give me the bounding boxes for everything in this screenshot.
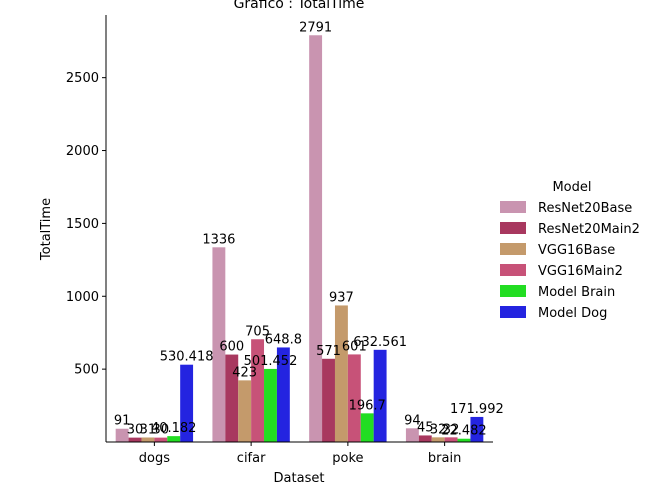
bar-poke-vgg16base xyxy=(334,305,348,442)
bar-cifar-model-brain xyxy=(264,368,277,442)
legend-swatch xyxy=(500,285,526,297)
legend-swatch xyxy=(500,306,526,318)
bar-dogs-model-dog xyxy=(180,364,194,442)
bar-value-label: 91 xyxy=(114,414,131,429)
bar-value-label: 40.182 xyxy=(151,421,197,436)
bar-poke-model-brain xyxy=(360,413,374,442)
y-tick-label: 2500 xyxy=(66,71,99,86)
bar-value-label: 632.561 xyxy=(353,335,407,350)
bar-value-label: 600 xyxy=(219,340,244,355)
bar-value-label: 31 xyxy=(140,422,157,437)
bar-value-label: 2791 xyxy=(299,20,332,35)
x-tick-label: poke xyxy=(332,451,363,466)
legend-entry-label: ResNet20Base xyxy=(538,201,632,216)
y-tick-label: 2000 xyxy=(66,144,99,159)
bar-value-label: 196.7 xyxy=(349,398,386,413)
bar-labels-layer: 91 1336 2791 94 30 600 571 45 31 423 937 32 30 705 601… xyxy=(114,20,504,438)
legend-entry-label: Model Brain xyxy=(538,285,615,300)
bar-value-label: 171.992 xyxy=(450,402,504,417)
bar-dogs-model-brain xyxy=(167,436,181,442)
x-axis-label: Dataset xyxy=(274,471,325,486)
bar-brain-resnet20main2 xyxy=(418,435,432,442)
legend-swatch xyxy=(500,201,526,213)
bar-brain-model-dog xyxy=(470,416,484,442)
bar-poke-resnet20main2 xyxy=(322,358,335,442)
legend-title: Model xyxy=(552,180,591,195)
x-tick-label: brain xyxy=(428,451,461,466)
bar-brain-vgg16main2 xyxy=(444,437,458,442)
bar-value-label: 1336 xyxy=(202,232,235,247)
legend: Model ResNet20Base ResNet20Main2 VGG16Base… xyxy=(500,180,640,321)
chart-title: Grafico : TotalTime xyxy=(234,0,365,12)
bar-value-label: 32 xyxy=(430,422,447,437)
bar-poke-resnet20base xyxy=(309,35,323,443)
bar-cifar-vgg16main2 xyxy=(251,339,265,442)
legend-entry-label: ResNet20Main2 xyxy=(538,222,640,237)
bars-layer xyxy=(115,35,484,443)
bar-cifar-model-dog xyxy=(276,347,290,442)
y-axis-label: TotalTime xyxy=(39,198,54,261)
bar-value-label: 501.452 xyxy=(244,354,298,369)
bar-poke-vgg16main2 xyxy=(347,354,361,442)
legend-entry-label: Model Dog xyxy=(538,306,607,321)
bar-brain-model-brain xyxy=(457,438,471,442)
bar-value-label: 705 xyxy=(245,324,270,339)
bar-value-label: 94 xyxy=(404,413,421,428)
bar-value-label: 45 xyxy=(417,420,434,435)
y-tick-label: 1500 xyxy=(66,217,99,232)
bar-cifar-resnet20base xyxy=(212,247,226,442)
legend-swatch xyxy=(500,243,526,255)
bar-value-label: 32 xyxy=(443,422,460,437)
axes-layer: 500 1000 1500 2000 2500 dogs cifar poke brain xyxy=(66,15,493,466)
bar-brain-vgg16base xyxy=(431,437,445,442)
bar-poke-model-dog xyxy=(373,349,387,442)
bar-dogs-vgg16main2 xyxy=(154,437,168,442)
bar-brain-resnet20base xyxy=(405,428,419,442)
bar-cifar-vgg16base xyxy=(238,380,252,442)
y-tick-label: 500 xyxy=(74,363,99,378)
bar-value-label: 423 xyxy=(232,365,257,380)
legend-swatch xyxy=(500,222,526,234)
bar-value-label: 937 xyxy=(329,290,354,305)
legend-entry-label: VGG16Main2 xyxy=(538,264,623,279)
bar-value-label: 648.8 xyxy=(265,332,302,347)
bar-value-label: 22.482 xyxy=(441,424,487,439)
bar-value-label: 530.418 xyxy=(160,350,214,365)
bar-value-label: 601 xyxy=(342,339,367,354)
y-tick-label: 1000 xyxy=(66,290,99,305)
bar-dogs-vgg16base xyxy=(141,437,155,442)
bar-value-label: 30 xyxy=(153,423,170,438)
bar-value-label: 571 xyxy=(316,344,341,359)
bar-value-label: 30 xyxy=(127,423,144,438)
bar-dogs-resnet20main2 xyxy=(128,437,142,442)
legend-swatch xyxy=(500,264,526,276)
x-tick-label: cifar xyxy=(237,451,266,466)
bar-dogs-resnet20base xyxy=(115,428,129,442)
legend-entry-label: VGG16Base xyxy=(538,243,615,258)
x-tick-label: dogs xyxy=(139,451,170,466)
bar-cifar-resnet20main2 xyxy=(225,354,239,442)
